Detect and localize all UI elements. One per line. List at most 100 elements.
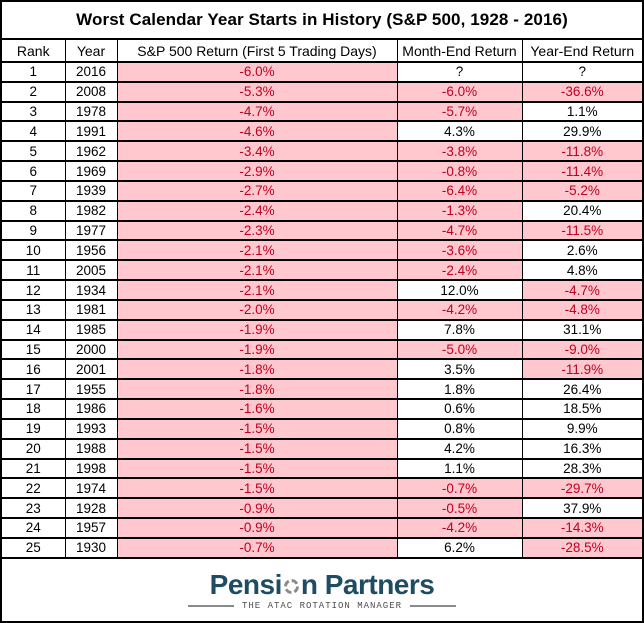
month-end-return-cell: -4.2% [396,517,523,539]
year-end-return-cell: 28.3% [521,457,642,480]
year-cell: 1962 [64,140,118,163]
year-end-return-cell: 9.9% [521,417,642,440]
year-end-return-cell: -4.7% [521,279,642,301]
rank-cell: 2 [2,80,66,103]
footer-logo-area: Pensi n Partners THE ATAC ROTATION MANAG… [2,559,642,621]
table-row: 1 2016 -6.0%?? [2,61,642,83]
first5-return-cell: -0.7% [116,536,398,559]
month-end-return-cell: -0.8% [396,160,523,182]
year-cell: 1977 [64,219,118,242]
table-row: 23 1928 -0.9% -0.5% 37.9% [2,497,642,520]
table-row: 17 1955 -1.8% 1.8% 26.4% [2,378,642,401]
pension-partners-logo: Pensi n Partners [209,568,435,600]
month-end-return-cell: 3.5% [396,358,523,381]
returns-table: Rank Year S&P 500 Return (First 5 Tradin… [2,40,642,559]
table-row: 16 2001 -1.8% 3.5% -11.9% [2,358,642,381]
table-row: 24 1957 -0.9% -4.2% -14.3% [2,517,642,539]
year-cell: 1986 [64,398,118,420]
rank-cell: 8 [2,199,66,222]
table-row: 4 1991 -4.6% 4.3% 29.9% [2,120,642,143]
first5-return-cell: -5.3% [116,80,398,103]
first5-return-cell: -2.3% [116,219,398,242]
rank-cell: 24 [2,517,66,539]
first5-return-cell: -1.5% [116,437,398,460]
year-end-return-cell: 26.4% [521,378,642,401]
rank-cell: 11 [2,259,66,282]
year-cell: 1928 [64,497,118,520]
month-end-return-cell: 12.0% [396,279,523,301]
month-end-return-cell: 1.1% [396,457,523,480]
month-end-return-cell: -4.2% [396,298,523,321]
month-end-return-cell: -0.5% [396,497,523,520]
logo-text-part1: Pensi [209,568,283,600]
year-end-return-cell: -11.4% [521,160,642,182]
first5-return-cell: -2.4% [116,199,398,222]
table-row: 15 2000 -1.9% -5.0% -9.0% [2,338,642,361]
year-cell: 1991 [64,120,118,143]
page-title: Worst Calendar Year Starts in History (S… [2,2,642,40]
first5-return-cell: -6.0% [116,61,398,83]
year-cell: 1955 [64,378,118,401]
col-header-first5-return: S&P 500 Return (First 5 Trading Days) [116,40,398,63]
table-row: 7 1939 -2.7% -6.4% -5.2% [2,179,642,202]
first5-return-cell: -0.9% [116,497,398,520]
first5-return-cell: -1.8% [116,358,398,381]
table-row: 18 1986 -1.6% 0.6% 18.5% [2,398,642,420]
table-row: 13 1981 -2.0% -4.2% -4.8% [2,298,642,321]
first5-return-cell: -1.5% [116,477,398,500]
year-cell: 1978 [64,100,118,123]
first5-return-cell: -1.5% [116,457,398,480]
rank-cell: 20 [2,437,66,460]
year-cell: 1939 [64,179,118,202]
month-end-return-cell: -6.4% [396,179,523,202]
month-end-return-cell: 0.8% [396,417,523,440]
table-row: 20 1988 -1.5% 4.2% 16.3% [2,437,642,460]
table-row: 14 1985 -1.9% 7.8% 31.1% [2,318,642,341]
year-cell: 1988 [64,437,118,460]
first5-return-cell: -4.6% [116,120,398,143]
first5-return-cell: -1.9% [116,338,398,361]
month-end-return-cell: -3.6% [396,239,523,262]
month-end-return-cell: 4.2% [396,437,523,460]
table-row: 21 1998 -1.5% 1.1% 28.3% [2,457,642,480]
logo-text-part2: n Partners [300,568,435,600]
month-end-return-cell: -5.7% [396,100,523,123]
logo-tagline: THE ATAC ROTATION MANAGER [241,600,403,611]
header-row: Rank Year S&P 500 Return (First 5 Tradin… [2,40,642,63]
month-end-return-cell: -2.4% [396,259,523,282]
year-cell: 1982 [64,199,118,222]
month-end-return-cell: 7.8% [396,318,523,341]
first5-return-cell: -2.1% [116,259,398,282]
rank-cell: 1 [2,61,66,83]
tagline-left-rule [187,604,234,607]
month-end-return-cell: 1.8% [396,378,523,401]
year-cell: 1985 [64,318,118,341]
year-end-return-cell: -29.7% [521,477,642,500]
rank-cell: 4 [2,120,66,143]
year-cell: 2005 [64,259,118,282]
rank-cell: 23 [2,497,66,520]
year-cell: 1974 [64,477,118,500]
col-header-rank: Rank [2,40,66,63]
month-end-return-cell: -0.7% [396,477,523,500]
table-row: 5 1962 -3.4% -3.8% -11.8% [2,140,642,163]
table-row: 10 1956 -2.1% -3.6% 2.6% [2,239,642,262]
first5-return-cell: -2.1% [116,279,398,301]
year-cell: 1957 [64,517,118,539]
first5-return-cell: -4.7% [116,100,398,123]
year-end-return-cell: -11.8% [521,140,642,163]
rank-cell: 25 [2,536,66,559]
rank-cell: 14 [2,318,66,341]
tagline-right-rule [410,604,457,607]
rank-cell: 22 [2,477,66,500]
col-header-year-end-return: Year-End Return [521,40,642,63]
rank-cell: 21 [2,457,66,480]
year-cell: 1998 [64,457,118,480]
year-end-return-cell: -14.3% [521,517,642,539]
month-end-return-cell: -3.8% [396,140,523,163]
first5-return-cell: -2.1% [116,239,398,262]
year-end-return-cell: -5.2% [521,179,642,202]
first5-return-cell: -1.6% [116,398,398,420]
rank-cell: 5 [2,140,66,163]
table-row: 6 1969 -2.9% -0.8% -11.4% [2,160,642,182]
